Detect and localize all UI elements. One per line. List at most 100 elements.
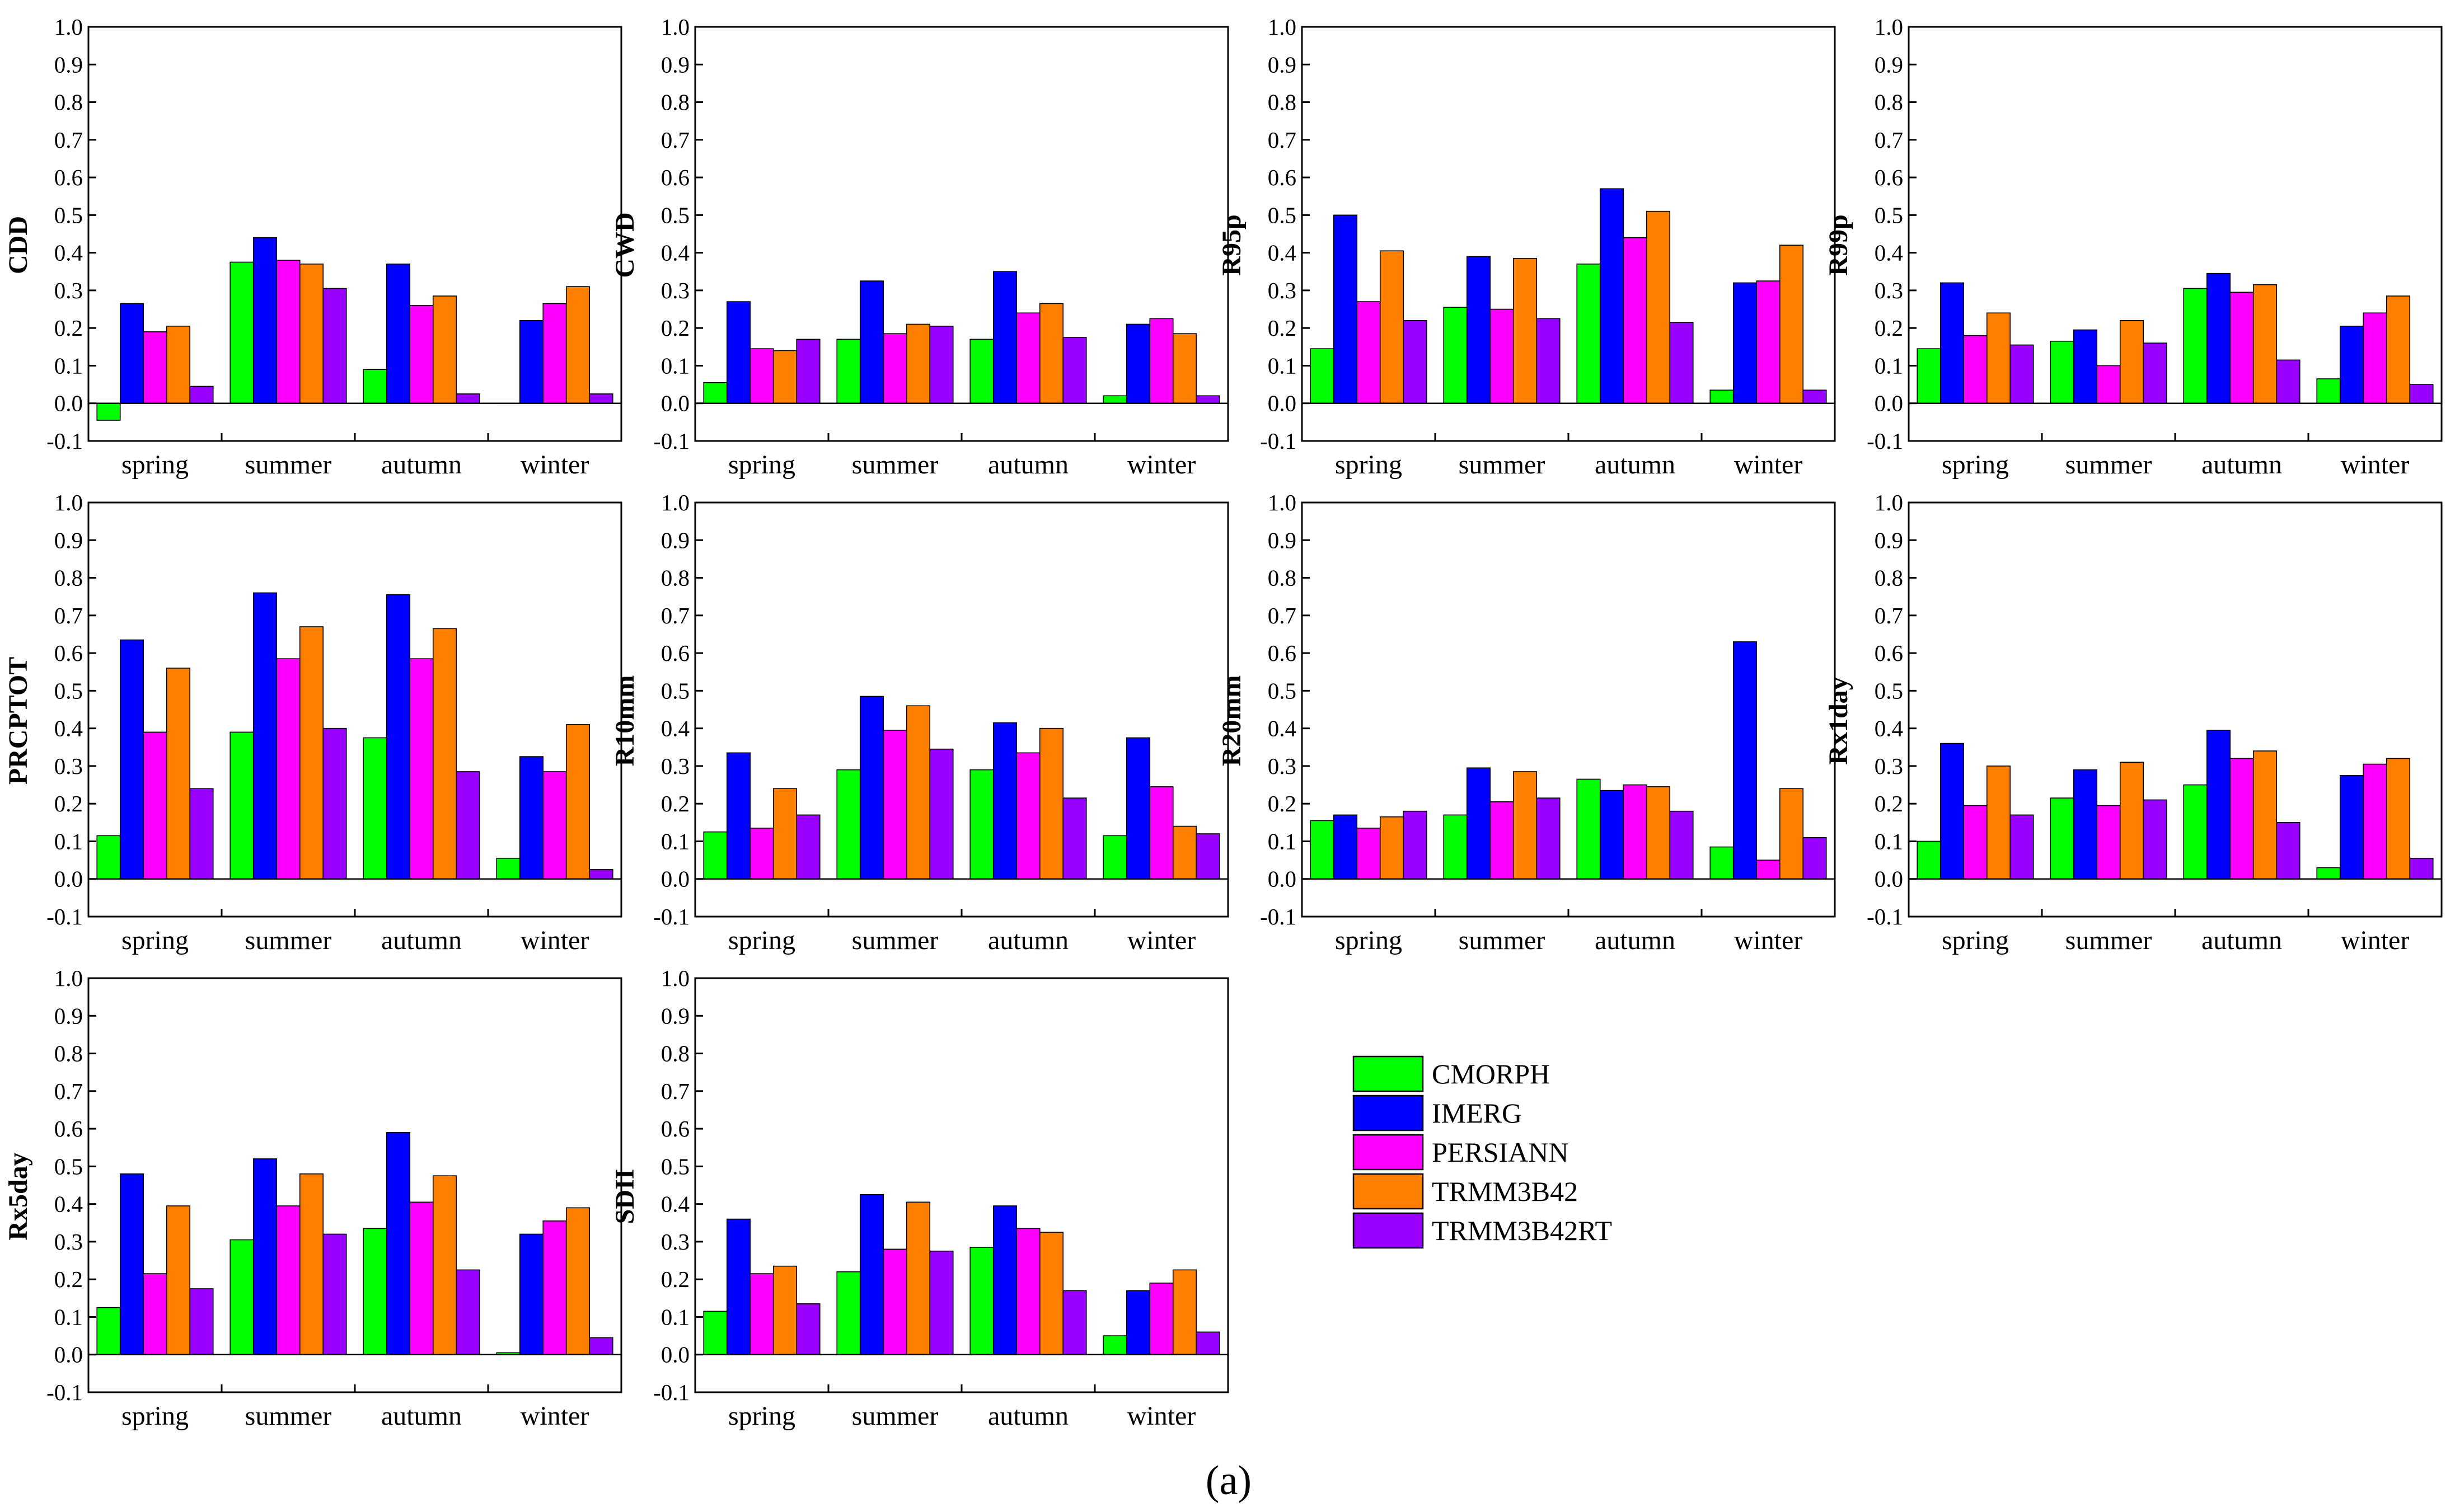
bar-persiann-spring	[749, 348, 774, 404]
y-tick-label: 0.8	[1268, 565, 1296, 591]
y-tick-label: 0.7	[661, 127, 690, 153]
bar-cmorph-summer	[1443, 307, 1468, 404]
y-tick-label: 0.5	[661, 202, 690, 228]
chart-panels: -0.1 0.0 0.1 0.2 0.3 0.4 0.5 0.6 0.7 0.8 0.9 1.0 spr…	[3, 14, 2443, 1431]
bar-trmm3b42rt-summer	[1536, 318, 1561, 404]
y-axis-label: CWD	[610, 212, 640, 278]
bar-persiann-spring	[143, 331, 167, 404]
bar-trmm3b42-autumn	[1039, 303, 1064, 404]
bar-persiann-summer	[883, 333, 907, 404]
chart-panel-r99p: -0.1 0.0 0.1 0.2 0.3 0.4 0.5 0.6 0.7 0.8 0.9 1.0 spr…	[1824, 14, 2443, 480]
y-axis-label: Rx1day	[1824, 677, 1853, 764]
y-tick-label: 0.4	[1268, 240, 1296, 266]
bar-trmm3b42-spring	[1986, 766, 2011, 880]
y-tick-label: 0.9	[1268, 527, 1296, 553]
bar-imerg-winter	[1126, 1290, 1151, 1355]
y-tick-label: 0.0	[1875, 866, 1903, 892]
bar-cmorph-spring	[1917, 348, 1941, 404]
bar-trmm3b42-spring	[166, 1205, 191, 1355]
y-tick-label: 0.9	[1875, 51, 1903, 77]
y-tick-label: 0.9	[661, 51, 690, 77]
bar-persiann-winter	[1149, 786, 1174, 880]
x-category-label: winter	[1127, 450, 1196, 480]
bar-imerg-winter	[1126, 737, 1151, 880]
bar-persiann-winter	[2363, 312, 2387, 404]
bar-persiann-spring	[143, 731, 167, 880]
bar-trmm3b42rt-autumn	[1062, 797, 1087, 880]
bar-trmm3b42rt-autumn	[456, 771, 480, 880]
bar-imerg-spring	[119, 1173, 144, 1355]
y-tick-label: 0.8	[1268, 90, 1296, 115]
chart-panel-sdii: -0.1 0.0 0.1 0.2 0.3 0.4 0.5 0.6 0.7 0.8 0.9 1.0 spr…	[610, 965, 1229, 1431]
y-tick-label: 0.0	[661, 866, 690, 892]
x-category-label: winter	[1127, 1401, 1196, 1431]
bar-cmorph-autumn	[1576, 778, 1601, 880]
bar-imerg-summer	[252, 1158, 278, 1355]
y-axis-label: R10mm	[610, 675, 640, 767]
bar-cmorph-winter	[2316, 378, 2341, 404]
bar-persiann-spring	[749, 828, 774, 880]
bar-trmm3b42-spring	[1986, 312, 2011, 404]
x-category-label: spring	[1335, 926, 1402, 955]
y-tick-label: 0.9	[54, 527, 83, 553]
bar-persiann-summer	[2096, 365, 2121, 404]
bar-cmorph-autumn	[969, 339, 994, 404]
x-category-label: spring	[121, 450, 189, 480]
bar-trmm3b42rt-spring	[796, 814, 821, 880]
bar-persiann-spring	[1356, 828, 1381, 880]
x-category-label: autumn	[381, 1401, 462, 1431]
bar-trmm3b42-autumn	[1039, 1232, 1064, 1355]
bar-cmorph-winter	[2316, 867, 2341, 880]
y-tick-label: 1.0	[54, 14, 83, 40]
chart-panel-rx1day: -0.1 0.0 0.1 0.2 0.3 0.4 0.5 0.6 0.7 0.8 0.9 1.0 spr…	[1824, 490, 2443, 955]
bar-trmm3b42-spring	[166, 668, 191, 880]
y-tick-label: 0.8	[1875, 565, 1903, 591]
bar-imerg-winter	[1126, 323, 1151, 404]
bar-persiann-summer	[1489, 801, 1514, 880]
y-tick-label: 0.6	[1268, 165, 1296, 190]
x-category-label: spring	[121, 926, 189, 955]
bar-imerg-summer	[859, 696, 884, 880]
y-tick-label: 0.9	[1875, 527, 1903, 553]
bar-persiann-spring	[1356, 301, 1381, 404]
y-tick-label: 0.8	[661, 1041, 690, 1067]
y-tick-label: 0.1	[661, 1304, 690, 1330]
bar-trmm3b42-summer	[2119, 762, 2144, 880]
y-tick-label: 0.0	[54, 1342, 83, 1368]
y-axis-label: SDII	[610, 1169, 640, 1224]
chart-panel-rx5day: -0.1 0.0 0.1 0.2 0.3 0.4 0.5 0.6 0.7 0.8 0.9 1.0 spr…	[3, 965, 622, 1431]
y-tick-label: 0.1	[661, 828, 690, 854]
x-category-label: autumn	[381, 450, 462, 480]
bar-trmm3b42rt-spring	[189, 386, 214, 404]
bar-imerg-spring	[726, 301, 751, 404]
bar-cmorph-winter	[496, 857, 521, 880]
bar-trmm3b42rt-spring	[1403, 320, 1427, 404]
bar-trmm3b42rt-summer	[2143, 799, 2167, 880]
bar-imerg-autumn	[1599, 188, 1624, 404]
bar-trmm3b42rt-summer	[929, 326, 954, 404]
y-tick-label: 0.0	[661, 1342, 690, 1368]
y-tick-label: 0.1	[1268, 828, 1296, 854]
legend-label: IMERG	[1432, 1097, 1522, 1129]
y-tick-label: 0.4	[661, 1191, 690, 1217]
x-category-label: winter	[521, 926, 589, 955]
y-tick-label: 1.0	[1875, 490, 1903, 515]
x-category-label: summer	[1459, 450, 1545, 480]
y-axis-label: R99p	[1824, 214, 1853, 275]
y-tick-label: 0.0	[1268, 866, 1296, 892]
bar-trmm3b42-winter	[1779, 245, 1804, 404]
x-category-label: summer	[245, 450, 332, 480]
y-tick-label: 0.8	[54, 90, 83, 115]
bar-persiann-spring	[1963, 805, 1988, 880]
y-tick-label: 0.7	[1268, 127, 1296, 153]
bar-imerg-winter	[2339, 326, 2364, 404]
x-category-label: winter	[2341, 926, 2410, 955]
y-axis-label: R95p	[1217, 214, 1247, 275]
x-category-label: spring	[728, 1401, 795, 1431]
bar-persiann-autumn	[1623, 237, 1647, 404]
bar-trmm3b42-spring	[166, 326, 191, 404]
x-category-label: spring	[728, 450, 795, 480]
bar-imerg-spring	[726, 752, 751, 880]
x-category-label: summer	[245, 1401, 332, 1431]
